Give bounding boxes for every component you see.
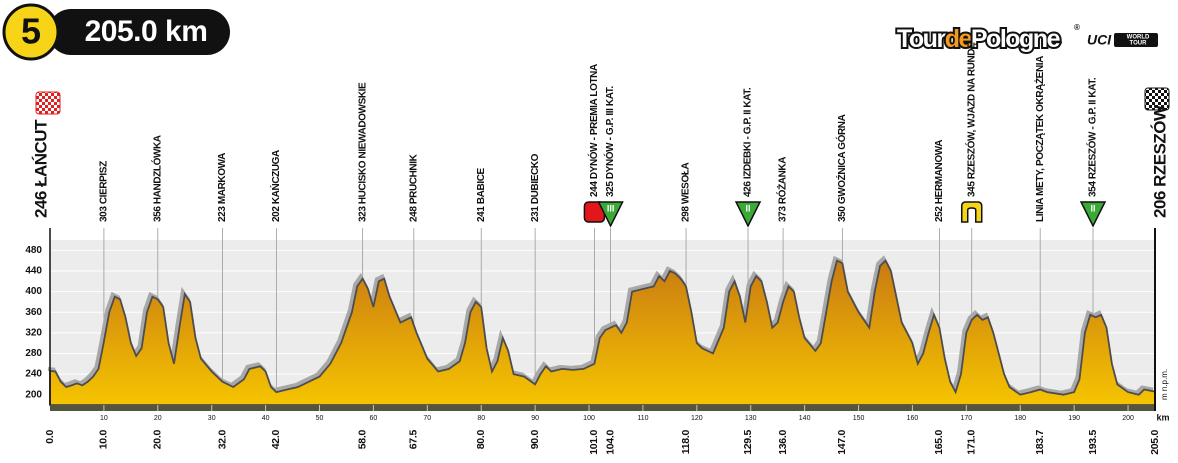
y-tick-label: 280 [25, 348, 42, 359]
stage-number: 5 [21, 11, 41, 52]
waypoint-label: 373 RÓŻANKA [776, 157, 789, 222]
km-label: 90.0 [529, 430, 541, 450]
x-tick-label: 140 [799, 415, 811, 422]
profile-area [49, 259, 1156, 406]
km-label: 118.0 [680, 430, 692, 455]
km-label: 101.0 [588, 430, 600, 455]
climb-category: III [607, 203, 615, 213]
km-label: 20.0 [152, 430, 164, 450]
y-tick-label: 320 [25, 327, 42, 338]
km-label: 10.0 [98, 430, 110, 450]
km-label: 32.0 [216, 430, 228, 450]
x-tick-label: 150 [853, 415, 865, 422]
logo-tour: Tour [897, 25, 946, 53]
x-axis-bar [50, 405, 1155, 411]
x-tick-label: 200 [1122, 415, 1134, 422]
climb-icon [1079, 201, 1107, 228]
x-tick-label: 90 [531, 415, 539, 422]
x-tick-label: 110 [637, 415, 648, 422]
x-tick-label: 80 [477, 415, 485, 422]
x-tick-label: 40 [262, 415, 270, 422]
y-tick-label: 400 [25, 286, 42, 297]
stage-badge [2, 3, 60, 61]
waypoint-label: 303 CIERPISZ [99, 161, 110, 222]
waypoint-label: 231 DUBIECKO [530, 153, 541, 222]
waypoint-label: 350 GWOŹNICA GÓRNA [835, 114, 848, 222]
x-tick-label: 130 [745, 415, 757, 422]
y-unit: m n.p.m. [1160, 369, 1169, 400]
x-unit: km [1156, 412, 1169, 422]
climb-icon [597, 201, 624, 228]
world-tour-box [1114, 33, 1158, 47]
finish-km-label: 205.0 [1149, 430, 1161, 455]
km-label: 147.0 [836, 430, 848, 455]
finish-flag [1144, 87, 1170, 111]
waypoint-label: 241 BABICE [476, 167, 487, 222]
km-label: 58.0 [356, 430, 368, 450]
waypoint-label: 354 RZESZÓW - G.P. II KAT. [1086, 77, 1099, 197]
stage-distance: 205.0 km [85, 15, 208, 48]
x-tick-label: 70 [423, 415, 431, 422]
loop-icon [960, 201, 983, 223]
waypoint-label: 298 WESOŁA [681, 162, 692, 222]
logo-uci: UCI [1087, 32, 1112, 48]
km-label: 193.5 [1087, 430, 1099, 455]
waypoint-label: LINIA METY, POCZĄTEK OKRĄŻENIA [1033, 56, 1046, 222]
x-tick-label: 50 [316, 415, 324, 422]
km-label: 42.0 [270, 430, 282, 450]
x-tick-label: 170 [960, 415, 972, 422]
km-label: 80.0 [475, 430, 487, 450]
logo-de: de [945, 25, 973, 53]
y-tick-label: 200 [25, 389, 42, 400]
logo-tour-small: TOUR [1130, 41, 1148, 47]
climb-category: II [1091, 203, 1096, 213]
waypoint-label: 248 PRUCHNIK [408, 153, 419, 222]
waypoint-label: 323 HUCISKO NIEWADOWSKIE [357, 82, 368, 222]
start-flag [35, 91, 61, 115]
waypoint-label: 325 DYNÓW - G.P. III KAT. [603, 86, 616, 197]
waypoint-label: 202 KAŃCZUGA [269, 150, 282, 222]
y-tick-label: 480 [25, 245, 42, 256]
km-label: 171.0 [966, 430, 978, 455]
x-tick-label: 120 [691, 415, 703, 422]
logo-pologne: Pologne [971, 25, 1061, 53]
x-tick-label: 30 [208, 415, 216, 422]
plot: 200 240 280 320 360 400 440 480 303 CIERPISZ 10.0… [25, 42, 1169, 455]
waypoint-label: 244 DYNÓW - PREMIA LOTNA [587, 64, 600, 197]
x-tick-label: 10 [100, 415, 108, 422]
waypoint-label: 223 MARKOWA [217, 153, 228, 222]
start-km-label: 0.0 [44, 430, 56, 444]
climb-icon [734, 201, 762, 228]
km-label: 165.0 [933, 430, 945, 455]
waypoint-label: 356 HANDZLÓWKA [150, 135, 163, 222]
start-label: 246 ŁAŃCUT [31, 119, 50, 218]
x-tick-label: 180 [1014, 415, 1026, 422]
x-tick-label: 20 [154, 415, 162, 422]
waypoint-label: 252 HERMANOWA [934, 140, 945, 222]
x-tick-label: 100 [583, 415, 595, 422]
km-label: 67.5 [408, 430, 420, 450]
km-label: 129.5 [742, 430, 754, 455]
km-label: 183.7 [1034, 430, 1046, 455]
logo-registered: ® [1074, 23, 1080, 32]
distance-pill [48, 9, 230, 55]
x-tick-label: 190 [1068, 415, 1080, 422]
waypoint-label: 345 RZESZÓW, WJAZD NA RUNDĘ [964, 42, 977, 197]
y-tick-label: 360 [25, 307, 42, 318]
km-label: 136.0 [777, 430, 789, 455]
climb-category: II [746, 203, 751, 213]
finish-label: 206 RZESZÓW [1150, 104, 1169, 218]
y-tick-label: 440 [25, 266, 42, 277]
x-tick-label: 60 [370, 415, 378, 422]
km-label: 104.0 [604, 430, 616, 455]
logo-world: WORLD [1127, 35, 1150, 41]
y-tick-label: 240 [25, 369, 42, 380]
logo: TourdePologne [897, 25, 1061, 53]
x-tick-label: 160 [907, 415, 919, 422]
waypoint-label: 426 IZDEBKI - G.P. II KAT. [743, 87, 754, 197]
